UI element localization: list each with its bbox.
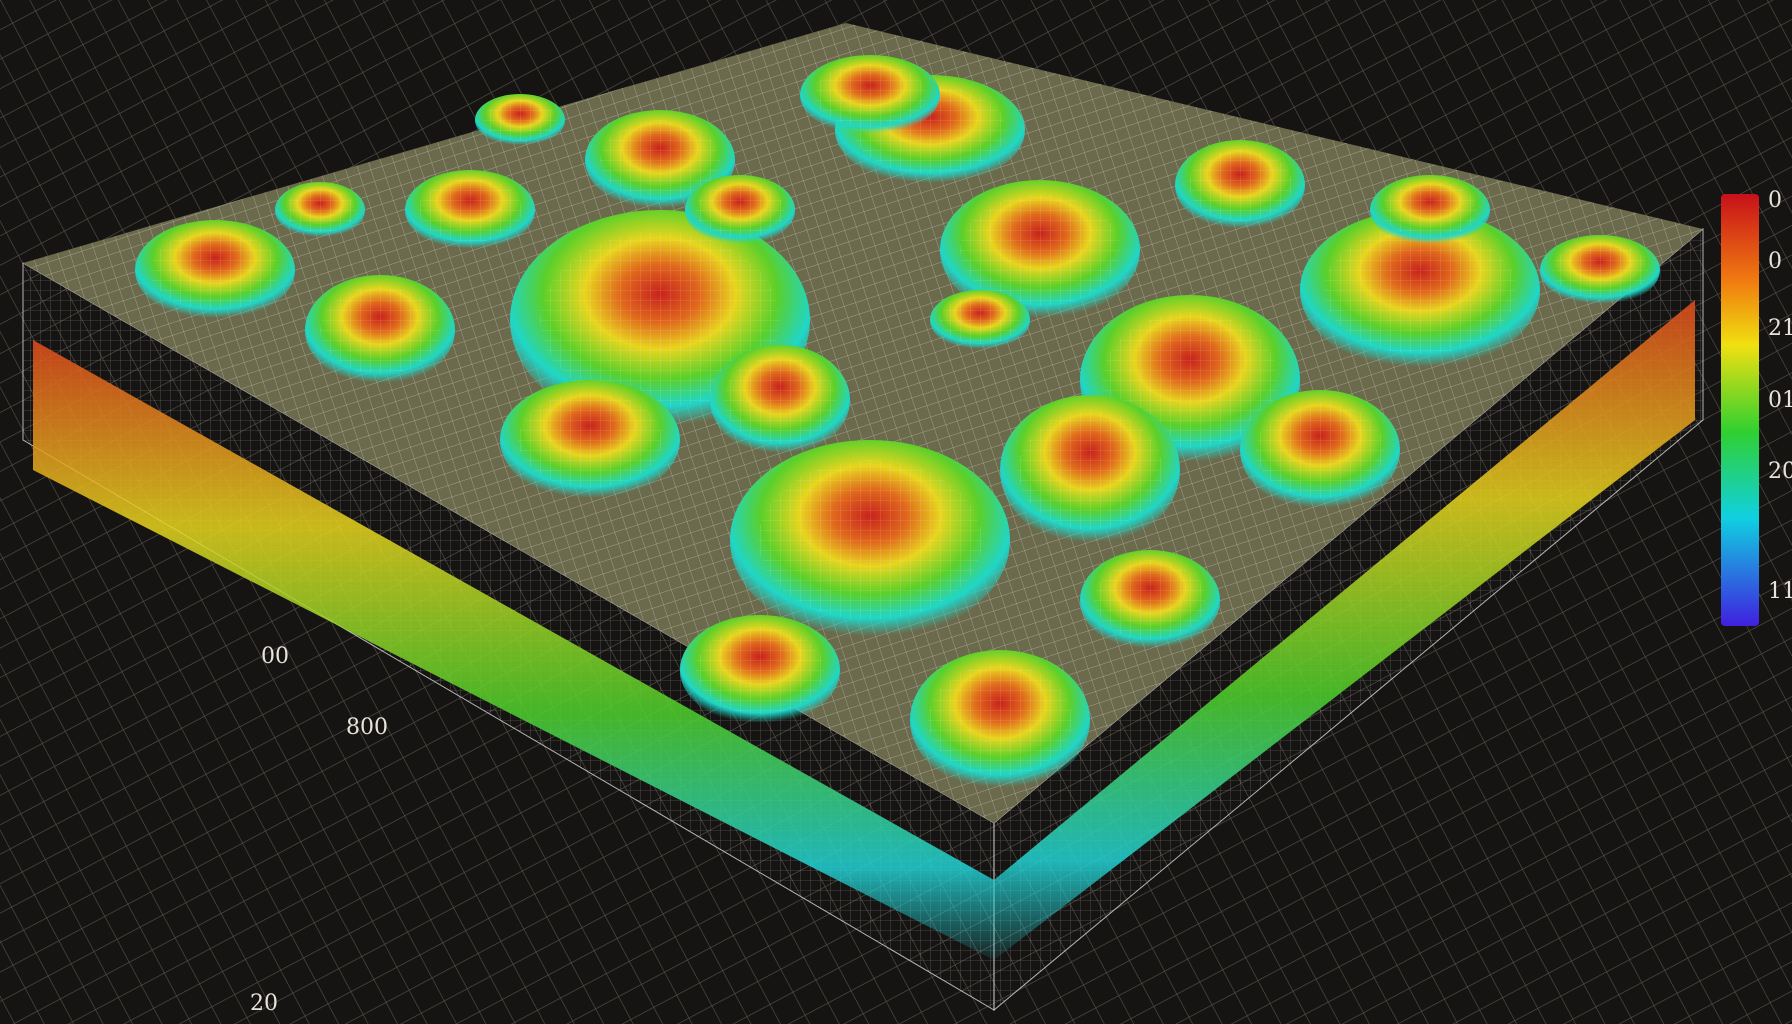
colorbar-label: 01 (1768, 388, 1792, 413)
axis-label: 800 (346, 715, 388, 740)
dome-mesh (928, 664, 1072, 776)
dome-mesh (1188, 149, 1292, 221)
dome-mesh (1256, 402, 1384, 498)
dome-mesh (600, 120, 720, 200)
dome-mesh (540, 232, 780, 408)
colorbar-label: 0 (1768, 188, 1782, 213)
dome-mesh (484, 99, 556, 141)
dome-mesh (1094, 560, 1206, 640)
dome-mesh (960, 194, 1120, 306)
dome-mesh (151, 230, 279, 310)
colorbar-labels: 0 0 21 01 20 11 (1768, 188, 1792, 604)
colorbar-label: 11 (1768, 579, 1792, 604)
colorbar-label: 0 (1768, 249, 1782, 274)
slab-right-color (994, 300, 1695, 960)
dome-mesh (1324, 226, 1516, 354)
surface-slab (22, 23, 1704, 1012)
dome-mesh (940, 296, 1020, 344)
colorbar-label: 20 (1768, 459, 1792, 484)
axis-label: 20 (250, 991, 278, 1016)
colorbar (1721, 194, 1759, 626)
dome-mesh (758, 460, 982, 620)
colorbar-label: 21 (1768, 316, 1792, 341)
slab-front-color (33, 340, 994, 960)
dome-mesh (518, 392, 662, 488)
dome-mesh (1018, 410, 1162, 530)
dome-mesh (724, 356, 836, 444)
dome-mesh (814, 63, 926, 127)
dome-mesh (1552, 242, 1648, 298)
axis-label: 00 (261, 644, 289, 669)
dome-mesh (320, 286, 440, 374)
dome-mesh (418, 178, 522, 242)
dome-mesh (1382, 182, 1478, 238)
domes (135, 55, 1660, 790)
dome-mesh (696, 626, 824, 714)
dome-mesh (696, 182, 784, 238)
dome-mesh (284, 187, 356, 233)
